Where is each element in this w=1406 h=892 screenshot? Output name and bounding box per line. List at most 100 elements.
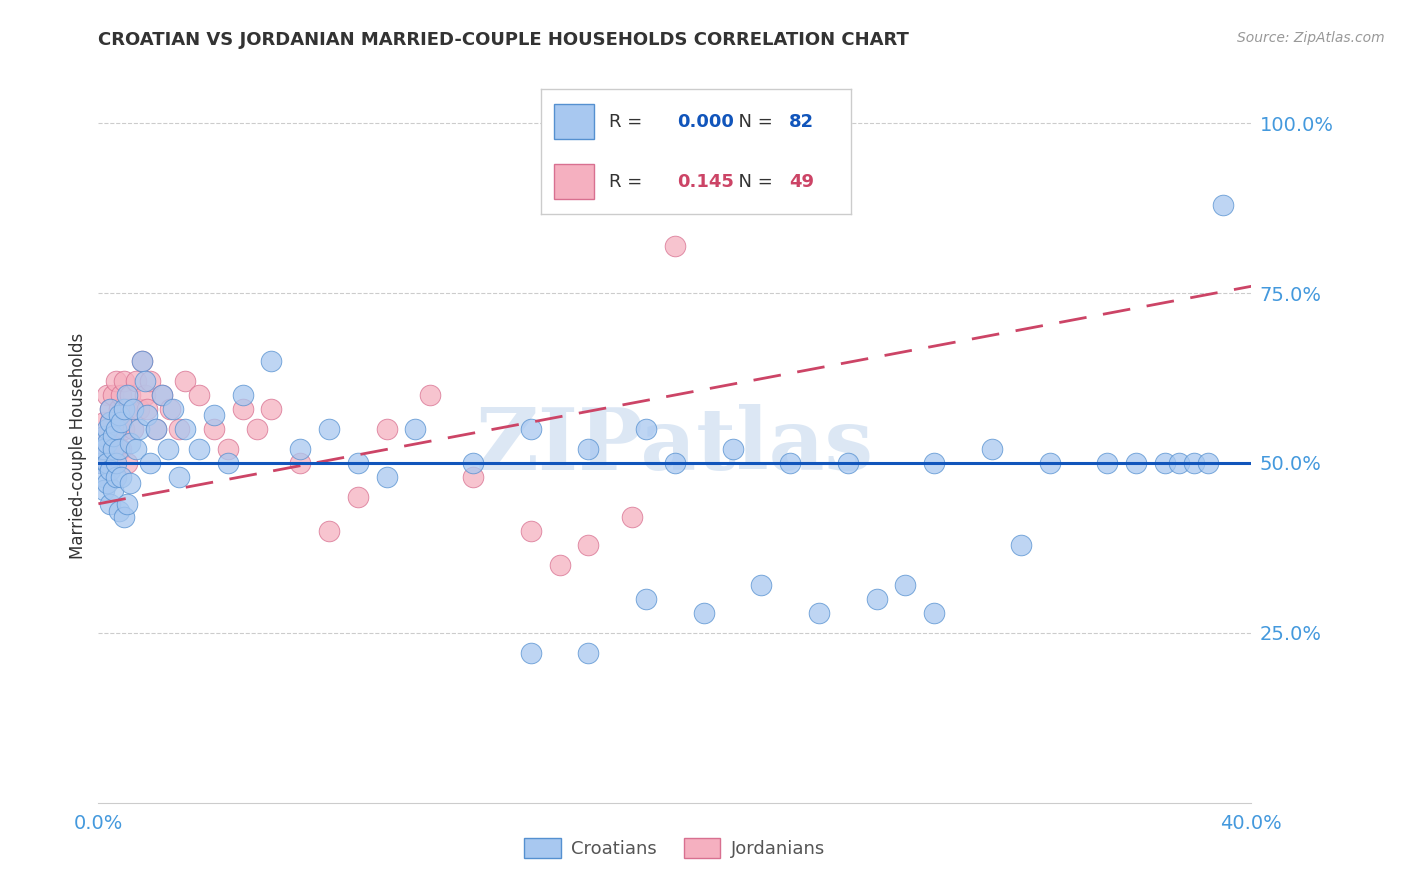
Y-axis label: Married-couple Households: Married-couple Households [69, 333, 87, 559]
Point [139, 456, 162, 470]
Point [1010, 537, 1032, 551]
Point [131, 354, 153, 368]
Point [104, 456, 127, 470]
Point [290, 456, 312, 470]
Point [134, 388, 156, 402]
Point [1182, 456, 1205, 470]
Point [117, 401, 139, 416]
Point [578, 537, 600, 551]
Text: 0.145: 0.145 [678, 173, 734, 191]
Point [419, 388, 441, 402]
Point [107, 442, 129, 457]
Point [90, 442, 112, 457]
Point [128, 422, 150, 436]
FancyBboxPatch shape [554, 164, 593, 199]
Point [128, 401, 150, 416]
Point [101, 483, 124, 498]
Point [1212, 198, 1234, 212]
Point [98, 401, 121, 416]
Point [894, 578, 917, 592]
Point [90, 456, 112, 470]
Point [110, 388, 132, 402]
Point [101, 388, 124, 402]
Point [461, 469, 484, 483]
Point [548, 558, 571, 572]
Point [110, 442, 132, 457]
Text: N =: N = [727, 173, 779, 191]
Text: CROATIAN VS JORDANIAN MARRIED-COUPLE HOUSEHOLDS CORRELATION CHART: CROATIAN VS JORDANIAN MARRIED-COUPLE HOU… [98, 31, 910, 49]
Point [145, 422, 167, 436]
Point [98, 415, 121, 429]
Point [112, 375, 135, 389]
FancyBboxPatch shape [554, 104, 593, 139]
Point [202, 409, 225, 423]
Text: Source: ZipAtlas.com: Source: ZipAtlas.com [1237, 31, 1385, 45]
Point [346, 456, 368, 470]
Point [107, 409, 129, 423]
Point [101, 429, 124, 443]
Point [1168, 456, 1191, 470]
Point [318, 422, 340, 436]
Point [405, 422, 427, 436]
Point [246, 422, 269, 436]
Point [520, 422, 543, 436]
Point [122, 422, 145, 436]
Point [98, 401, 121, 416]
Point [751, 578, 773, 592]
Point [664, 456, 686, 470]
Text: R =: R = [609, 173, 654, 191]
Point [1039, 456, 1062, 470]
Point [202, 422, 225, 436]
Point [110, 415, 132, 429]
Point [96, 388, 118, 402]
Point [375, 422, 398, 436]
Point [520, 646, 543, 660]
Point [107, 503, 129, 517]
Point [217, 456, 239, 470]
Point [290, 442, 312, 457]
Point [122, 401, 145, 416]
Point [779, 456, 801, 470]
Point [1154, 456, 1177, 470]
Point [120, 388, 142, 402]
Point [520, 524, 543, 538]
Point [125, 375, 148, 389]
Point [96, 456, 118, 470]
Point [117, 388, 139, 402]
Point [98, 415, 121, 429]
Point [837, 456, 859, 470]
Point [117, 497, 139, 511]
Point [98, 497, 121, 511]
Point [98, 463, 121, 477]
Point [101, 442, 124, 457]
Point [461, 456, 484, 470]
Text: 49: 49 [789, 173, 814, 191]
Point [93, 415, 115, 429]
Point [231, 388, 254, 402]
Point [217, 442, 239, 457]
Point [120, 435, 142, 450]
Point [721, 442, 744, 457]
Point [93, 429, 115, 443]
Point [96, 429, 118, 443]
Point [93, 442, 115, 457]
Point [231, 401, 254, 416]
Point [93, 442, 115, 457]
Point [664, 238, 686, 252]
Point [156, 442, 179, 457]
Point [136, 409, 159, 423]
Point [162, 401, 184, 416]
Point [104, 469, 127, 483]
Point [112, 422, 135, 436]
Point [174, 422, 197, 436]
Text: ZIPatlas: ZIPatlas [475, 404, 875, 488]
Point [96, 435, 118, 450]
Point [112, 510, 135, 524]
Point [174, 375, 197, 389]
Point [104, 375, 127, 389]
Point [136, 401, 159, 416]
Point [924, 606, 946, 620]
Point [107, 401, 129, 416]
Point [90, 456, 112, 470]
Text: 82: 82 [789, 112, 814, 130]
